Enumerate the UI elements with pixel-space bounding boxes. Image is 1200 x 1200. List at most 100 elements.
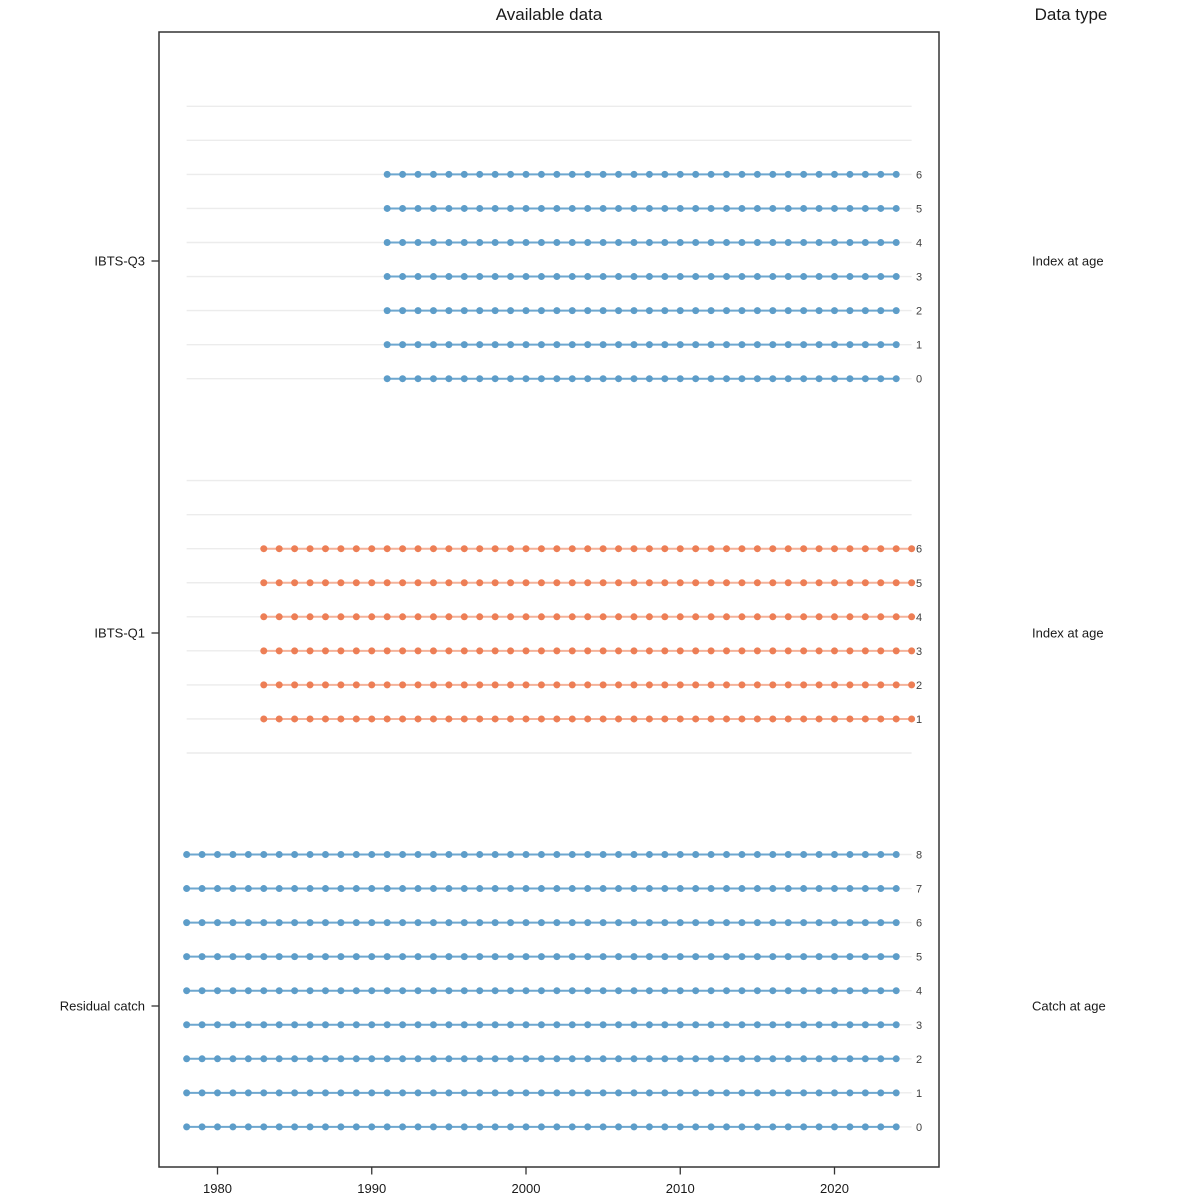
data-point: [445, 1089, 453, 1097]
data-point: [738, 307, 746, 315]
data-point: [568, 341, 576, 349]
data-point: [584, 987, 592, 995]
data-point: [476, 953, 484, 961]
data-point: [599, 239, 607, 246]
data-point: [599, 1089, 607, 1097]
data-point: [352, 919, 360, 927]
data-point: [383, 885, 391, 893]
data-point: [645, 647, 653, 655]
data-point: [414, 987, 422, 995]
data-point: [615, 851, 623, 858]
data-point: [846, 851, 854, 858]
data-point: [429, 1089, 437, 1097]
data-point: [861, 170, 869, 178]
data-point: [707, 545, 715, 553]
data-point: [815, 1123, 823, 1131]
data-point: [306, 1089, 314, 1097]
data-point: [676, 1123, 684, 1131]
data-point: [707, 613, 715, 621]
data-point: [599, 1021, 607, 1029]
data-point: [877, 885, 885, 893]
data-point: [738, 715, 746, 723]
data-point: [753, 953, 761, 961]
data-point: [584, 239, 592, 246]
data-point: [877, 307, 885, 315]
data-point: [414, 170, 422, 178]
data-point: [846, 1089, 854, 1097]
data-point: [183, 987, 191, 995]
data-point: [784, 647, 792, 655]
data-point: [815, 204, 823, 212]
data-point: [584, 715, 592, 723]
age-label: 3: [916, 272, 922, 284]
data-point: [892, 375, 900, 383]
data-point: [831, 545, 838, 553]
data-point: [846, 1021, 854, 1029]
data-point: [769, 170, 777, 178]
data-point: [522, 953, 530, 961]
data-point: [352, 1089, 360, 1097]
data-point: [553, 953, 561, 961]
data-point: [661, 715, 669, 723]
data-point: [846, 239, 854, 246]
data-point: [399, 647, 407, 655]
data-point: [445, 204, 453, 212]
data-point: [368, 613, 376, 621]
data-point: [877, 1089, 885, 1097]
age-label: 2: [916, 306, 922, 318]
data-point: [815, 987, 823, 995]
data-point: [507, 1123, 515, 1131]
data-point: [244, 987, 252, 995]
data-point: [476, 681, 484, 689]
data-point: [815, 239, 823, 246]
data-point: [537, 919, 545, 927]
data-point: [723, 273, 731, 281]
data-point: [676, 341, 684, 349]
data-point: [676, 987, 684, 995]
data-point: [476, 545, 484, 553]
data-point: [537, 613, 545, 621]
data-point: [707, 273, 715, 281]
data-point: [476, 647, 484, 655]
data-point: [183, 919, 191, 927]
data-point: [615, 987, 623, 995]
data-point: [429, 1021, 437, 1029]
data-point: [692, 545, 700, 553]
data-point: [892, 919, 900, 927]
data-point: [769, 613, 777, 621]
data-point: [260, 545, 268, 553]
data-point: [753, 273, 761, 281]
data-point: [861, 239, 869, 246]
data-point: [445, 1055, 453, 1063]
panel-ibts-q1: 6 5 4 3 2 1 IBTS-Q1 Index at age: [94, 479, 1104, 754]
data-point: [877, 613, 885, 621]
data-point: [337, 953, 345, 961]
data-point: [661, 239, 669, 246]
age-label: 0: [916, 1122, 922, 1134]
data-point: [460, 613, 468, 621]
data-point: [414, 307, 422, 315]
data-point: [291, 885, 299, 893]
data-point: [738, 987, 746, 995]
data-point: [476, 851, 484, 858]
data-point: [738, 1123, 746, 1131]
data-point: [815, 273, 823, 281]
age-label: 3: [916, 1020, 922, 1032]
data-point: [399, 919, 407, 927]
data-type-label: Index at age: [1032, 626, 1104, 641]
data-point: [507, 1021, 515, 1029]
data-point: [244, 1123, 252, 1131]
data-point: [275, 613, 283, 621]
data-type-header: Data type: [1034, 5, 1108, 24]
data-point: [568, 715, 576, 723]
data-point: [383, 613, 391, 621]
data-point: [738, 273, 746, 281]
data-point: [507, 1055, 515, 1063]
data-point: [507, 1089, 515, 1097]
data-point: [846, 647, 854, 655]
data-point: [892, 307, 900, 315]
data-point: [630, 851, 638, 858]
data-point: [537, 1055, 545, 1063]
data-point: [476, 375, 484, 383]
data-point: [784, 681, 792, 689]
